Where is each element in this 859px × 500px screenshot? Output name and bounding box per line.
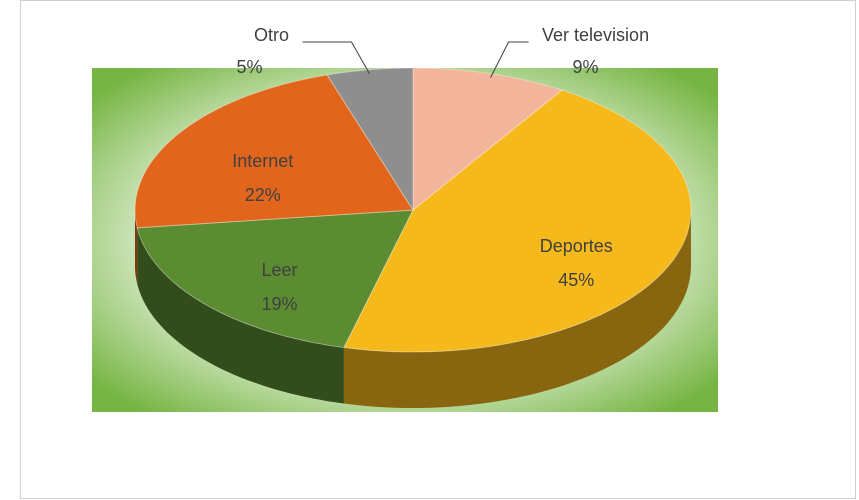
leader-line: [490, 41, 529, 78]
leader-line: [302, 41, 370, 74]
data-labels: Ver television 9% Deportes 45% Leer 19% Intern…: [232, 25, 649, 314]
category-label: Internet: [232, 151, 293, 171]
slice: [412, 67, 564, 212]
pie-sides: [135, 210, 691, 408]
slice-side: [343, 210, 691, 408]
value-label: 9%: [573, 57, 599, 77]
slice-side: [137, 227, 344, 404]
category-label: Leer: [262, 260, 298, 280]
value-label: 22%: [245, 185, 281, 205]
slice-side: [135, 210, 138, 284]
category-label: Deportes: [540, 236, 613, 256]
slice: [136, 209, 414, 349]
slice: [343, 89, 692, 353]
value-label: 45%: [558, 270, 594, 290]
pie-tops: [134, 67, 692, 353]
value-label: 19%: [262, 294, 298, 314]
category-label: Ver television: [542, 25, 649, 45]
slice: [134, 74, 414, 229]
category-label: Otro: [254, 25, 289, 45]
value-label: 5%: [237, 57, 263, 77]
slice: [326, 67, 414, 212]
